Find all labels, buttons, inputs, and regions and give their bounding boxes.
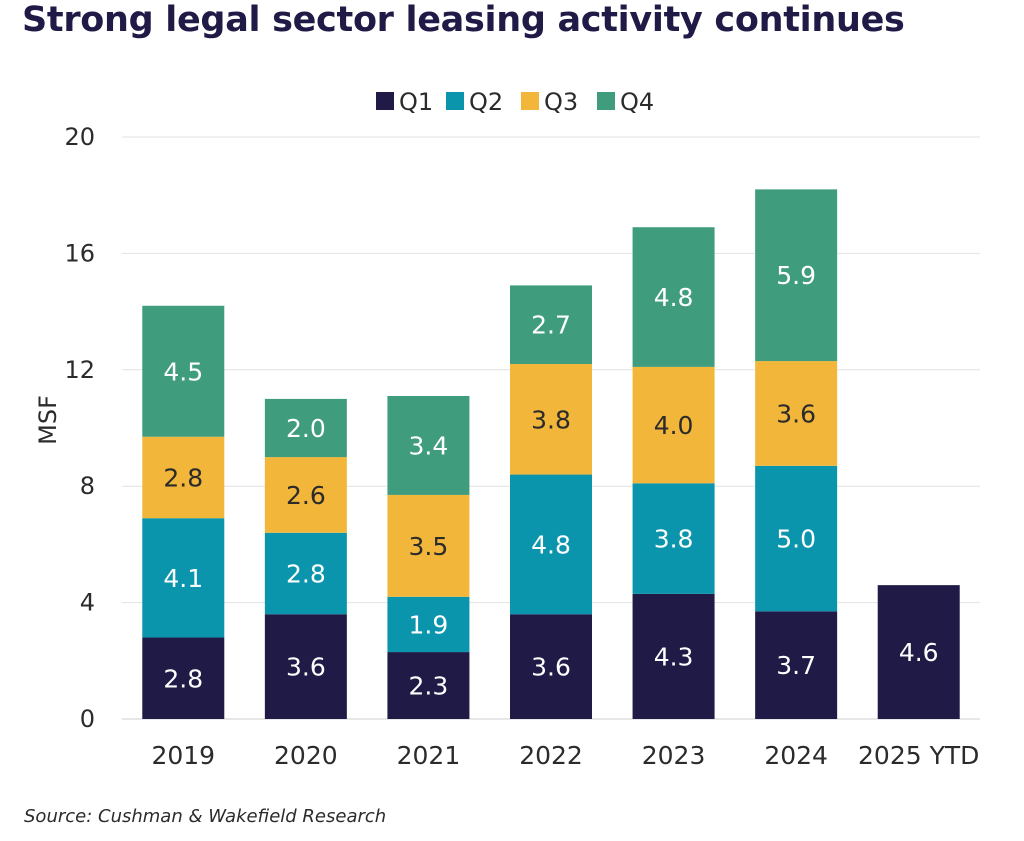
data-label: 4.5 bbox=[163, 357, 203, 386]
y-tick-label: 12 bbox=[64, 356, 95, 384]
y-tick-label: 20 bbox=[64, 123, 95, 151]
y-tick-label: 8 bbox=[80, 472, 95, 500]
legend-swatch-q4 bbox=[597, 92, 615, 110]
y-axis-ticks: 0 4 8 12 16 20 bbox=[64, 123, 95, 733]
bars bbox=[142, 189, 960, 719]
bar-q1-2020 bbox=[264, 614, 347, 719]
bar-q3-2023 bbox=[632, 366, 715, 484]
data-label: 4.0 bbox=[654, 411, 694, 440]
data-label: 3.7 bbox=[776, 651, 816, 680]
bar-q2-2021 bbox=[387, 596, 470, 653]
data-label: 2.6 bbox=[286, 481, 326, 510]
legend-label-q4: Q4 bbox=[620, 88, 654, 116]
legend: Q1 Q2 Q3 Q4 bbox=[376, 88, 654, 116]
legend-swatch-q2 bbox=[446, 92, 464, 110]
y-tick-label: 0 bbox=[80, 705, 95, 733]
x-tick-label: 2022 bbox=[519, 741, 583, 770]
chart-title: Strong legal sector leasing activity con… bbox=[22, 0, 905, 40]
bar-q3-2022 bbox=[510, 363, 592, 475]
y-axis-label: MSF bbox=[34, 395, 62, 445]
legend-swatch-q1 bbox=[376, 92, 394, 110]
data-label: 5.9 bbox=[776, 261, 816, 290]
bar-q1-2024 bbox=[755, 611, 838, 719]
x-tick-label: 2021 bbox=[397, 741, 461, 770]
legend-label-q3: Q3 bbox=[544, 88, 578, 116]
legend-swatch-q3 bbox=[521, 92, 539, 110]
bar-q4-2022 bbox=[510, 285, 592, 364]
bar-q3-2020 bbox=[264, 457, 347, 533]
data-label: 3.8 bbox=[531, 405, 571, 434]
bar-q2-2024 bbox=[755, 465, 838, 612]
data-label: 2.8 bbox=[163, 664, 203, 693]
bar-q2-2019 bbox=[142, 518, 225, 638]
data-label: 3.5 bbox=[409, 532, 449, 561]
data-label: 4.6 bbox=[899, 638, 939, 667]
data-label: 4.1 bbox=[163, 564, 203, 593]
data-label: 2.3 bbox=[409, 672, 449, 701]
bar-q3-2024 bbox=[755, 361, 838, 466]
data-label: 3.6 bbox=[531, 653, 571, 682]
bar-q4-2019 bbox=[142, 305, 225, 437]
bar-q1-2025-ytd bbox=[877, 585, 960, 719]
bar-q4-2024 bbox=[755, 189, 838, 362]
bar-q1-2023 bbox=[632, 593, 715, 719]
data-label: 4.3 bbox=[654, 642, 694, 671]
bar-q2-2023 bbox=[632, 483, 715, 594]
x-tick-label: 2019 bbox=[151, 741, 215, 770]
data-label: 3.6 bbox=[286, 653, 326, 682]
x-tick-label: 2025 YTD bbox=[858, 741, 979, 770]
data-label: 2.8 bbox=[286, 560, 326, 589]
bar-q3-2021 bbox=[387, 494, 470, 597]
data-label: 2.0 bbox=[286, 414, 326, 443]
y-tick-label: 4 bbox=[80, 589, 95, 617]
data-labels: 2.8 4.1 2.8 4.5 3.6 2.8 2.6 2.0 2.3 1.9 3.5 3.4 3.6 4… bbox=[163, 261, 938, 700]
bar-q4-2020 bbox=[264, 398, 347, 458]
data-label: 2.7 bbox=[531, 311, 571, 340]
x-tick-label: 2024 bbox=[764, 741, 828, 770]
bar-q1-2022 bbox=[510, 614, 592, 719]
bar-q1-2019 bbox=[142, 637, 225, 719]
data-label: 3.4 bbox=[409, 431, 449, 460]
data-label: 4.8 bbox=[531, 530, 571, 559]
data-label: 2.8 bbox=[163, 463, 203, 492]
x-axis-ticks: 2019 2020 2021 2022 2023 2024 2025 YTD bbox=[151, 741, 979, 770]
data-label: 3.6 bbox=[776, 399, 816, 428]
bar-q2-2022 bbox=[510, 474, 592, 615]
x-tick-label: 2020 bbox=[274, 741, 338, 770]
data-label: 1.9 bbox=[409, 610, 449, 639]
bar-q4-2021 bbox=[387, 395, 470, 495]
legend-label-q1: Q1 bbox=[399, 88, 433, 116]
bar-q2-2020 bbox=[264, 532, 347, 615]
bar-q4-2023 bbox=[632, 227, 715, 367]
legend-label-q2: Q2 bbox=[469, 88, 503, 116]
y-tick-label: 16 bbox=[64, 239, 95, 267]
x-tick-label: 2023 bbox=[642, 741, 706, 770]
source-note: Source: Cushman & Wakefield Research bbox=[24, 806, 387, 827]
bar-q3-2019 bbox=[142, 436, 225, 519]
data-label: 4.8 bbox=[654, 283, 694, 312]
data-label: 3.8 bbox=[654, 525, 694, 554]
bar-q1-2021 bbox=[387, 652, 470, 719]
data-label: 5.0 bbox=[776, 525, 816, 554]
